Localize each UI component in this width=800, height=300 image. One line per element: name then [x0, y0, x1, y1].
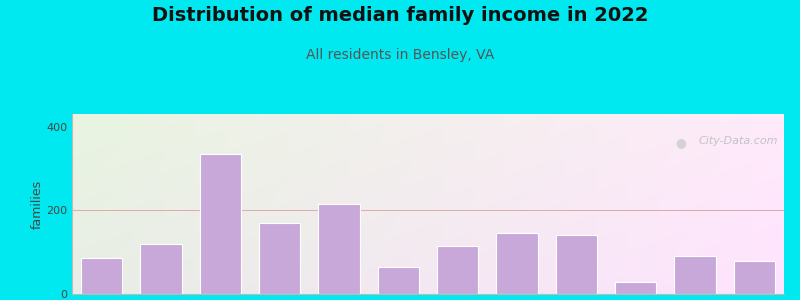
Text: Distribution of median family income in 2022: Distribution of median family income in …: [152, 6, 648, 25]
Bar: [496, 233, 538, 294]
Bar: [140, 244, 182, 294]
Bar: [734, 260, 775, 294]
Bar: [81, 258, 122, 294]
Bar: [378, 267, 419, 294]
Bar: [555, 236, 597, 294]
Bar: [437, 246, 478, 294]
Text: City-Data.com: City-Data.com: [698, 136, 778, 146]
Text: ●: ●: [675, 136, 686, 148]
Text: All residents in Bensley, VA: All residents in Bensley, VA: [306, 48, 494, 62]
Bar: [318, 204, 360, 294]
Bar: [259, 223, 301, 294]
Bar: [615, 282, 657, 294]
Y-axis label: families: families: [30, 179, 43, 229]
Bar: [199, 154, 241, 294]
Bar: [674, 256, 716, 294]
